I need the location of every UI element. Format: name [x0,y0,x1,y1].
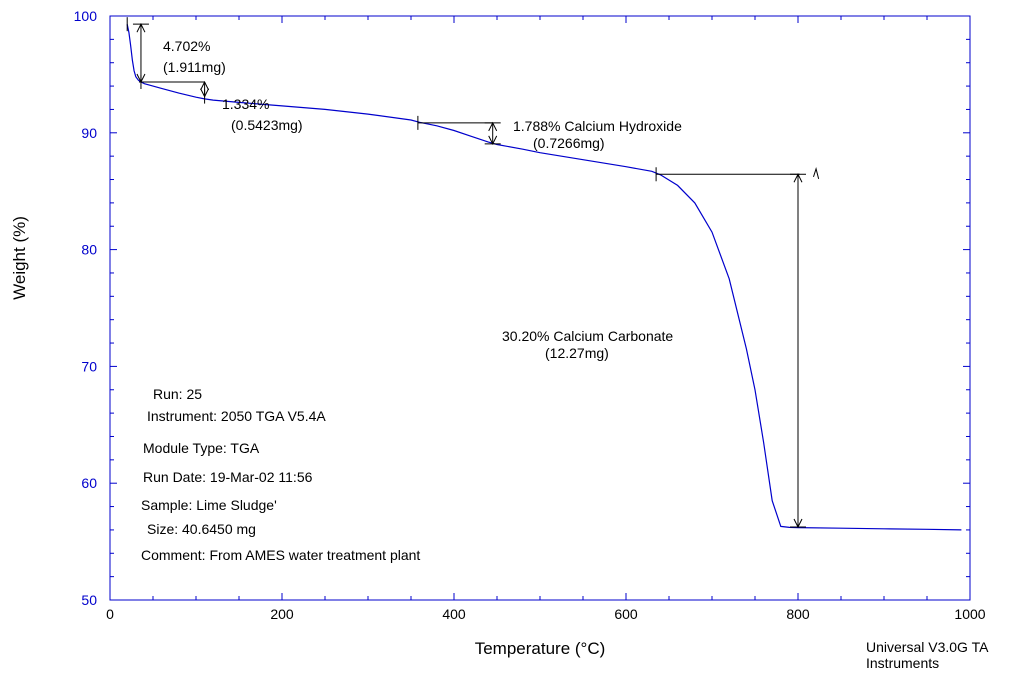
y-tick-label: 80 [81,242,97,258]
step-arrow-head [488,135,498,146]
info-run-date: Run Date: 19-Mar-02 11:56 [143,469,313,485]
step-arrow-head [793,518,803,529]
x-tick-label: 600 [614,606,638,622]
step-end-mark [813,167,820,179]
x-tick-label: 400 [442,606,466,622]
weight-curve [126,24,962,531]
x-tick-label: 0 [106,606,114,622]
y-tick-label: 100 [74,8,98,24]
y-tick-label: 90 [81,125,97,141]
step2-percent: 1.334% [222,96,269,112]
x-tick-label: 200 [270,606,294,622]
footer-line1: Universal V3.0G TA [866,639,989,655]
step-arrow-head [488,121,498,132]
info-size: Size: 40.6450 mg [147,521,256,537]
axis-tick-labels: 0 200 400 600 800 1000 50 60 70 80 90 100 [74,8,986,622]
info-run: Run: 25 [153,386,202,402]
info-comment: Comment: From AMES water treatment plant [141,547,420,563]
step3-label: 1.788% Calcium Hydroxide [513,118,682,134]
step-arrow-head [793,173,803,183]
info-instrument: Instrument: 2050 TGA V5.4A [147,408,326,424]
step2-mass: (0.5423mg) [231,117,303,133]
step-arrow-head [200,80,210,91]
y-axis-title: Weight (%) [10,216,29,300]
y-tick-label: 50 [81,592,97,608]
step3-mass: (0.7266mg) [533,135,605,151]
y-tick-label: 70 [81,358,97,374]
step-arrow-head [136,23,146,33]
step-markers [126,17,820,529]
y-tick-label: 60 [81,475,97,491]
step4-label: 30.20% Calcium Carbonate [502,328,673,344]
info-sample: Sample: Lime Sludge' [141,497,277,513]
step4-mass: (12.27mg) [545,345,609,361]
axis-ticks [109,15,971,601]
footer-line2: Instruments [866,655,939,671]
info-module-type: Module Type: TGA [143,440,260,456]
x-tick-label: 800 [786,606,810,622]
step-arrow-head [200,88,210,98]
step1-mass: (1.911mg) [163,59,226,75]
step1-percent: 4.702% [163,38,210,54]
x-axis-title: Temperature (°C) [475,639,606,658]
x-tick-label: 1000 [954,606,985,622]
